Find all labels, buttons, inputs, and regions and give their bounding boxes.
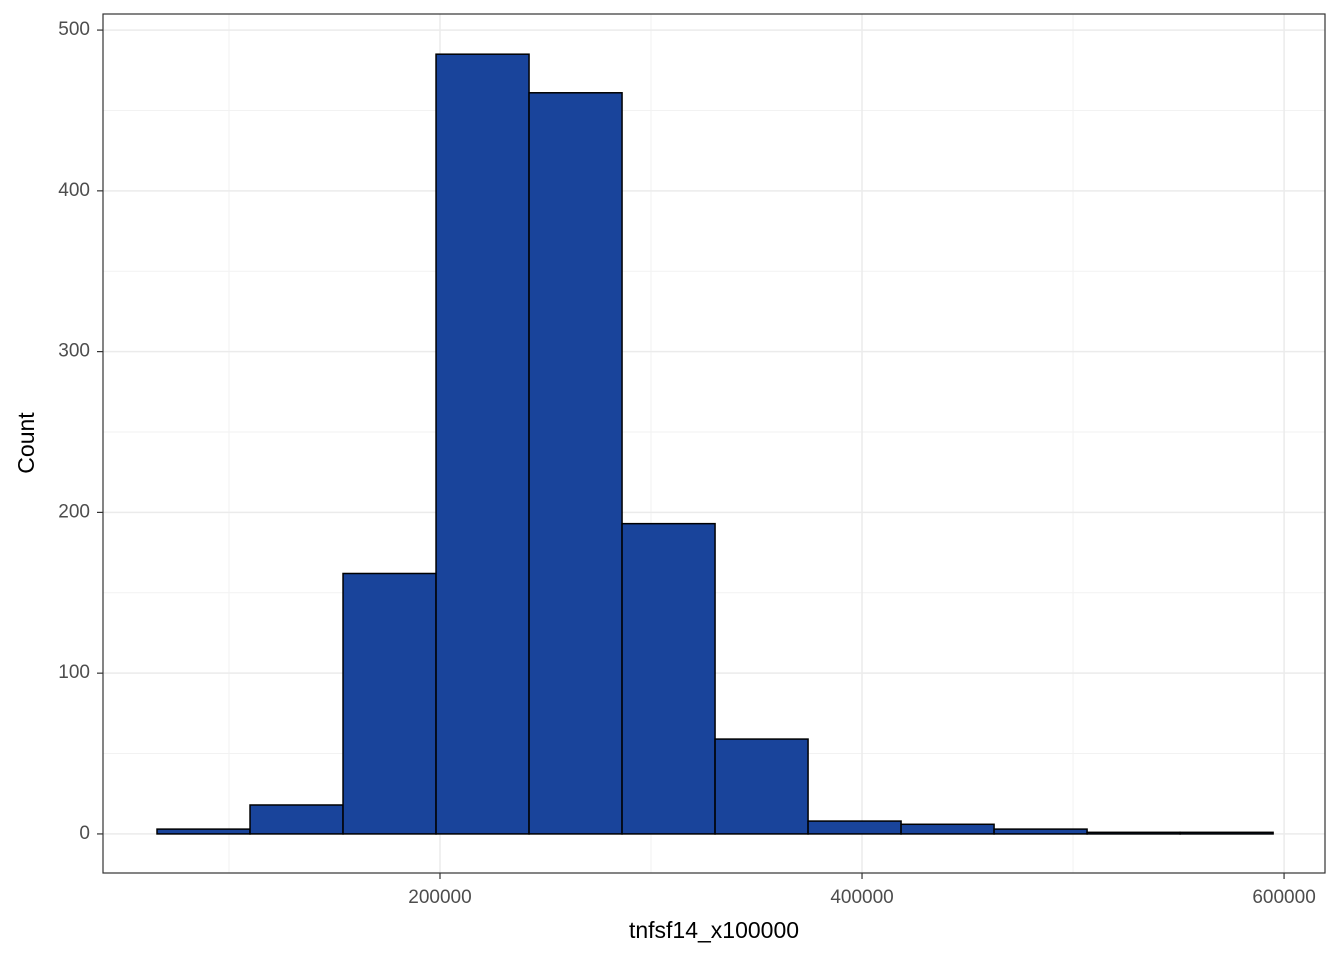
bar: [1179, 831, 1274, 835]
bar: [714, 738, 809, 835]
bar: [528, 92, 623, 835]
y-tick-label: 100: [58, 662, 90, 683]
bar: [156, 828, 251, 835]
bar: [342, 572, 437, 835]
bar: [435, 53, 530, 835]
y-tick-label: 200: [58, 501, 90, 522]
x-tick-label: 600000: [1252, 887, 1315, 908]
panel-border: [102, 13, 1326, 874]
y-tick-label: 400: [58, 180, 90, 201]
bar: [1086, 831, 1181, 835]
y-tick-label: 500: [58, 19, 90, 40]
y-tick-label: 0: [79, 823, 90, 844]
y-axis-title: Count: [13, 412, 39, 474]
bar: [993, 828, 1088, 835]
bar: [621, 522, 716, 835]
x-tick-label: 400000: [830, 887, 893, 908]
x-axis-title: tnfsf14_x100000: [629, 917, 799, 943]
bar: [807, 820, 902, 835]
x-tick-label: 200000: [408, 887, 471, 908]
y-tick-label: 300: [58, 341, 90, 362]
bar: [249, 804, 344, 835]
bar: [900, 823, 995, 835]
